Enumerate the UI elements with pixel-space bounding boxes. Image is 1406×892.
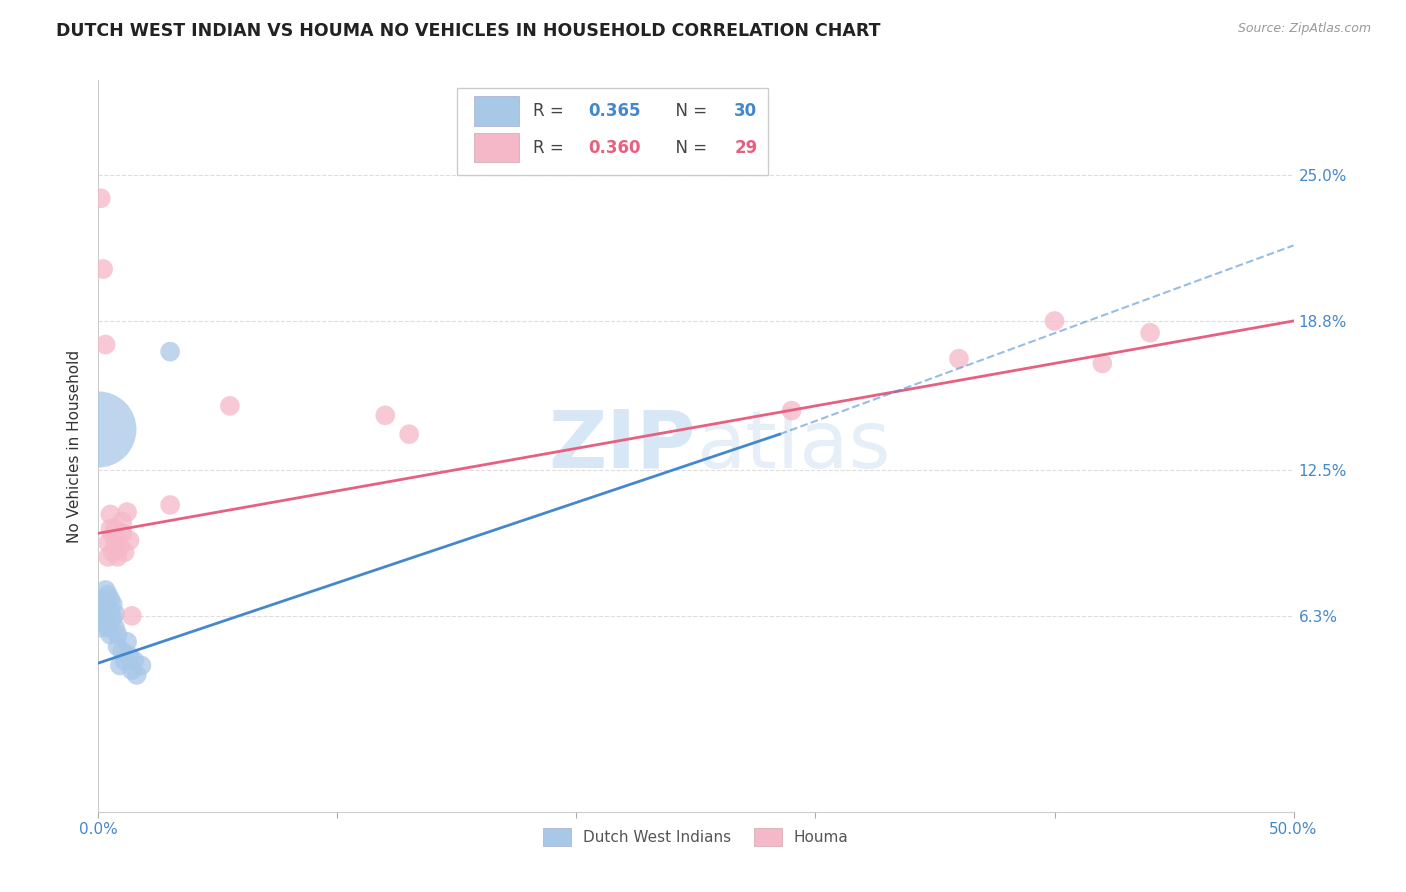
Point [97, 602, 120, 616]
FancyBboxPatch shape [474, 133, 519, 162]
Point [111, 644, 134, 658]
Point [1043, 314, 1066, 328]
Point [121, 608, 143, 623]
Text: 0.365: 0.365 [589, 102, 641, 120]
Point [780, 403, 803, 417]
Point [97, 549, 120, 564]
Point [118, 648, 141, 663]
Point [98, 607, 122, 621]
FancyBboxPatch shape [474, 96, 519, 126]
Text: atlas: atlas [696, 407, 890, 485]
Y-axis label: No Vehicles in Household: No Vehicles in Household [67, 350, 83, 542]
Text: 29: 29 [734, 138, 758, 157]
Point [94, 337, 117, 351]
Point [948, 351, 970, 366]
Point [107, 628, 129, 642]
Point [98, 628, 122, 642]
Text: 0.360: 0.360 [589, 138, 641, 157]
Point [90, 621, 112, 635]
Point [108, 658, 131, 673]
Point [115, 505, 138, 519]
Legend: Dutch West Indians, Houma: Dutch West Indians, Houma [537, 822, 855, 852]
Point [98, 508, 122, 522]
Point [101, 611, 124, 625]
Point [91, 262, 114, 277]
Point [398, 427, 420, 442]
Point [1139, 326, 1161, 340]
Point [94, 615, 117, 630]
Point [98, 592, 122, 607]
Point [114, 654, 136, 668]
Point [91, 611, 114, 625]
Point [101, 529, 124, 543]
Point [111, 526, 134, 541]
Point [90, 604, 112, 618]
Point [115, 635, 138, 649]
Point [101, 597, 124, 611]
Point [97, 588, 120, 602]
Text: DUTCH WEST INDIAN VS HOUMA NO VEHICLES IN HOUSEHOLD CORRELATION CHART: DUTCH WEST INDIAN VS HOUMA NO VEHICLES I… [56, 22, 880, 40]
Text: N =: N = [665, 102, 713, 120]
Text: Source: ZipAtlas.com: Source: ZipAtlas.com [1237, 22, 1371, 36]
Text: N =: N = [665, 138, 713, 157]
FancyBboxPatch shape [457, 87, 768, 176]
Point [111, 515, 134, 529]
Point [125, 668, 148, 682]
Text: R =: R = [533, 102, 569, 120]
Point [101, 545, 124, 559]
Point [114, 545, 136, 559]
Point [124, 654, 146, 668]
Point [97, 621, 120, 635]
Point [159, 344, 181, 359]
Point [159, 498, 181, 512]
Point [107, 533, 129, 548]
Point [1091, 356, 1114, 370]
Point [219, 399, 242, 413]
Point [87, 422, 110, 436]
Point [374, 409, 396, 423]
Point [90, 191, 112, 205]
Point [121, 663, 143, 677]
Text: R =: R = [533, 138, 569, 157]
Point [104, 621, 127, 635]
Point [104, 607, 127, 621]
Point [107, 640, 129, 654]
Point [94, 582, 117, 597]
Point [94, 597, 117, 611]
Point [91, 592, 114, 607]
Text: ZIP: ZIP [548, 407, 696, 485]
Point [97, 535, 120, 549]
Text: 30: 30 [734, 102, 758, 120]
Point [104, 538, 127, 552]
Point [118, 533, 141, 548]
Point [107, 549, 129, 564]
Point [108, 541, 131, 555]
Point [131, 658, 153, 673]
Point [104, 522, 127, 536]
Point [98, 522, 122, 536]
